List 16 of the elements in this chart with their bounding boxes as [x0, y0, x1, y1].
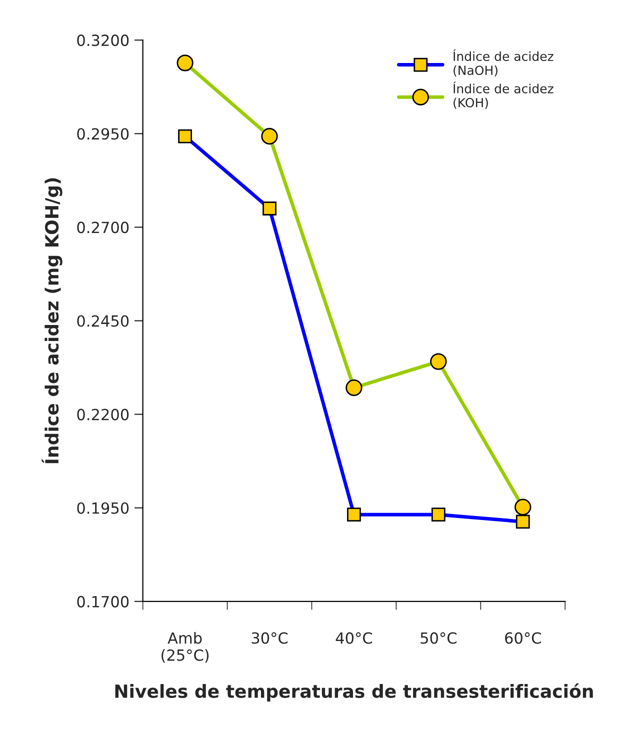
y-tick-label: 0.1950	[77, 502, 129, 514]
y-tick-label: 0.2450	[77, 315, 129, 327]
legend-label: Índice de acidez (KOH)	[453, 82, 554, 109]
x-axis-title: Niveles de temperaturas de transesterificación	[115, 683, 593, 702]
x-tick-label: 60°C	[505, 632, 541, 644]
x-tick-label: 40°C	[336, 632, 372, 644]
y-tick-label: 0.2700	[77, 222, 129, 234]
legend-label: Índice de acidez (NaOH)	[453, 49, 554, 76]
y-tick-label: 0.2200	[77, 408, 129, 420]
x-tick-label: 30°C	[252, 632, 288, 644]
x-tick-label: 50°C	[420, 632, 456, 644]
y-tick-label: 0.2950	[77, 128, 129, 140]
y-tick-label: 0.3200	[77, 34, 129, 46]
y-axis-title: Índice de acidez (mg KOH/g)	[42, 178, 62, 464]
y-tick-label: 0.1700	[77, 596, 129, 608]
x-tick-label: Amb (25°C)	[162, 632, 209, 663]
